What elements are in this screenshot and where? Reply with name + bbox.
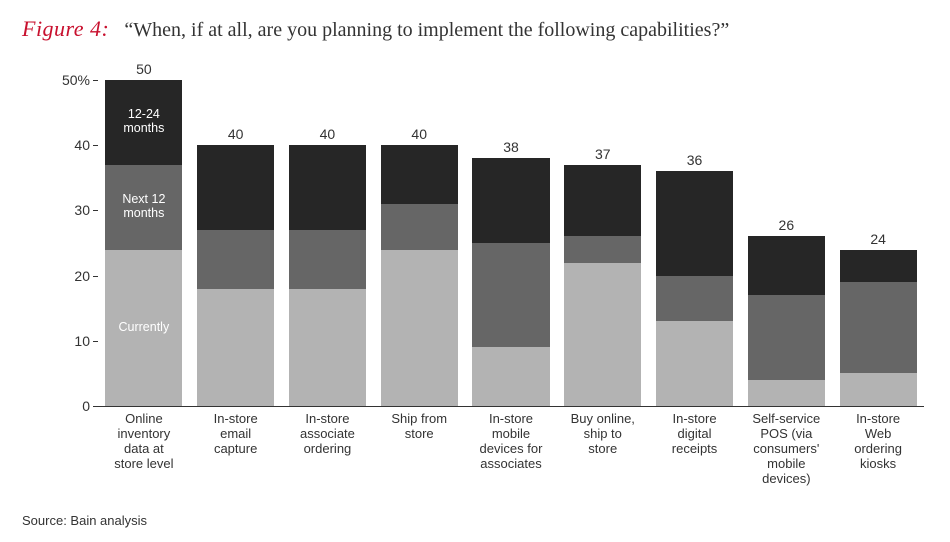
bar-segment-currently — [840, 373, 917, 406]
x-category-label: In-storedigitalreceipts — [649, 412, 741, 457]
x-category-label: In-storeemailcapture — [190, 412, 282, 457]
bar-segment-m12_24 — [472, 158, 549, 243]
x-axis-baseline — [98, 406, 924, 407]
bar-segment-next12 — [656, 276, 733, 322]
bar-total-label: 40 — [289, 126, 366, 142]
y-tick-mark — [93, 210, 98, 211]
bar-total-label: 38 — [472, 139, 549, 155]
bar-segment-currently — [472, 347, 549, 406]
bar-segment-next12 — [289, 230, 366, 289]
bar-segment-currently — [197, 289, 274, 406]
bar-segment-currently — [564, 263, 641, 406]
bar-segment-currently — [381, 250, 458, 406]
y-tick-mark — [93, 406, 98, 407]
bar-total-label: 26 — [748, 217, 825, 233]
y-tick-label: 40 — [50, 137, 90, 153]
bar-segment-next12 — [472, 243, 549, 347]
bar-segment-m12_24 — [840, 250, 917, 283]
bar-segment-next12 — [381, 204, 458, 250]
bar-total-label: 37 — [564, 146, 641, 162]
x-category-label: In-storeassociateordering — [282, 412, 374, 457]
bar-segment-m12_24 — [197, 145, 274, 230]
segment-legend-m12_24: 12-24months — [105, 108, 182, 136]
bar-segment-next12 — [197, 230, 274, 289]
bar-segment-m12_24 — [748, 236, 825, 295]
x-category-label: Buy online,ship tostore — [557, 412, 649, 457]
bar-total-label: 40 — [197, 126, 274, 142]
x-category-label: Ship fromstore — [373, 412, 465, 442]
bar-segment-currently — [656, 321, 733, 406]
bar-segment-m12_24 — [289, 145, 366, 230]
bar-segment-next12 — [748, 295, 825, 380]
bar-segment-currently — [289, 289, 366, 406]
bar-total-label: 36 — [656, 152, 733, 168]
bar-total-label: 24 — [840, 231, 917, 247]
segment-legend-currently: Currently — [105, 321, 182, 335]
bar-segment-m12_24 — [564, 165, 641, 237]
y-tick-mark — [93, 276, 98, 277]
bar-segment-currently — [748, 380, 825, 406]
stacked-bar-chart: 0 10 20 30 40 50% 50 Onlineinventorydata atstor… — [50, 58, 928, 498]
bar-segment-m12_24 — [656, 171, 733, 275]
y-tick-mark — [93, 145, 98, 146]
y-tick-label: 10 — [50, 333, 90, 349]
bar-segment-next12 — [840, 282, 917, 373]
y-tick-label: 50% — [50, 72, 90, 88]
y-tick-label: 0 — [50, 398, 90, 414]
x-category-label: Onlineinventorydata atstore level — [98, 412, 190, 472]
y-tick-mark — [93, 341, 98, 342]
source-text: Source: Bain analysis — [22, 513, 147, 528]
y-tick-label: 20 — [50, 268, 90, 284]
x-category-label: In-storeWeborderingkiosks — [832, 412, 924, 472]
x-category-label: Self-servicePOS (viaconsumers'mobiledevi… — [740, 412, 832, 487]
y-tick-mark — [93, 80, 98, 81]
bar-segment-m12_24 — [381, 145, 458, 204]
bar-total-label: 50 — [105, 61, 182, 77]
figure-title: Figure 4: “When, if at all, are you plan… — [22, 16, 729, 42]
bar-segment-next12 — [564, 236, 641, 262]
figure-number: Figure 4: — [22, 16, 109, 41]
bar-total-label: 40 — [381, 126, 458, 142]
y-tick-label: 30 — [50, 202, 90, 218]
x-category-label: In-storemobiledevices forassociates — [465, 412, 557, 472]
segment-legend-next12: Next 12months — [105, 193, 182, 221]
figure-question: “When, if at all, are you planning to im… — [124, 19, 729, 41]
